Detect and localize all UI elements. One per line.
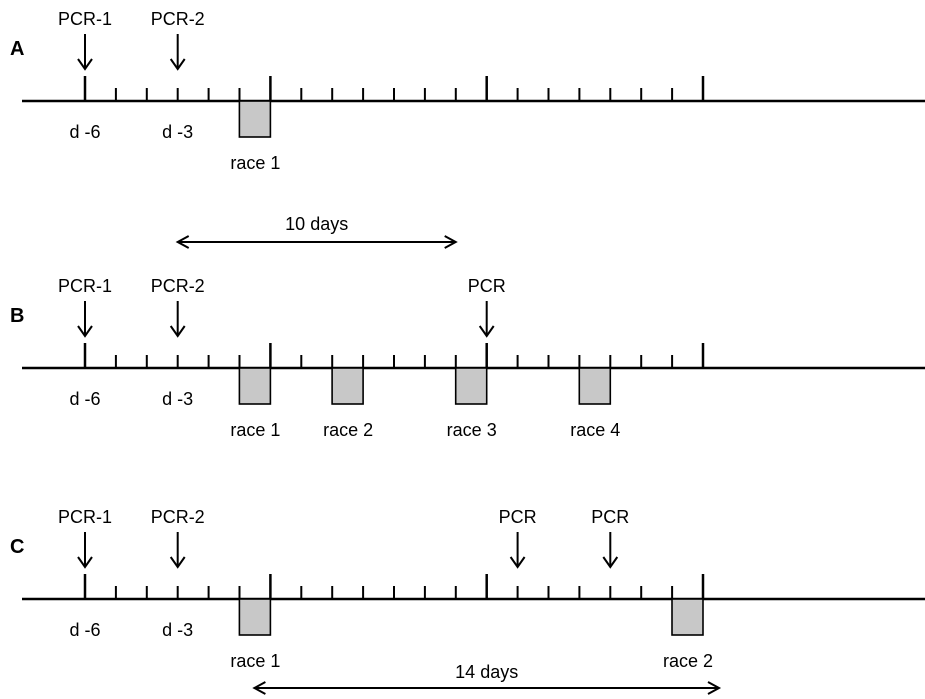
panel-a-day-label-1: d -6 [69, 122, 100, 142]
panel-b-marker-label-3: PCR [468, 276, 506, 296]
panel-c-span-arrow-right-head [707, 681, 722, 695]
panel-b-race-label-3: race 3 [447, 420, 497, 440]
panel-b-span-label: 10 days [285, 214, 348, 234]
panel-c-label: C [10, 536, 24, 558]
panel-c-marker-arrow-3-head [509, 556, 526, 569]
panel-c-marker-label-2: PCR-2 [151, 507, 205, 527]
panel-c-span-label: 14 days [455, 662, 518, 682]
panel-b-race-label-2: race 2 [323, 420, 373, 440]
panel-c-marker-arrow-1-head [77, 556, 93, 569]
panel-a-day-label-2: d -3 [162, 122, 193, 142]
panel-c-race-label-2: race 2 [663, 651, 713, 671]
panel-b-race-label-1: race 1 [230, 420, 280, 440]
panel-b-marker-arrow-2-head [169, 325, 186, 338]
panel-c-race-box-1 [238, 598, 272, 636]
panel-a-marker-arrow-1-head [77, 58, 93, 71]
panel-b-race-box-3 [454, 367, 488, 405]
panel-b-race-label-4: race 4 [570, 420, 620, 440]
panel-c-marker-arrow-4-head [602, 556, 619, 569]
panel-a-marker-arrow-2-head [169, 58, 186, 71]
panel-b-marker-arrow-1-head [77, 325, 93, 338]
panel-b-race-box-1 [238, 367, 272, 405]
panel-c-span-arrow-left-head [252, 681, 266, 695]
panel-a-marker-label-2: PCR-2 [151, 9, 205, 29]
panel-b-race-box-2 [331, 367, 364, 405]
panel-b-race-box-4 [578, 367, 612, 405]
panel-b-day-label-2: d -3 [162, 389, 193, 409]
panel-c-marker-arrow-2-head [169, 556, 186, 569]
panel-c-day-label-2: d -3 [162, 620, 193, 640]
panel-c-marker-label-1: PCR-1 [58, 507, 112, 527]
panel-b-marker-label-1: PCR-1 [58, 276, 112, 296]
panel-a-race-label-1: race 1 [230, 153, 280, 173]
panel-b-span-arrow-left-head [175, 235, 190, 249]
panel-b-label: B [10, 305, 24, 327]
panel-c-marker-label-4: PCR [591, 507, 629, 527]
panel-c-race-box-2 [671, 598, 704, 636]
panel-c-marker-label-3: PCR [499, 507, 537, 527]
panel-b-span-arrow-right-head [444, 235, 458, 249]
panel-b-marker-arrow-3-head [478, 325, 495, 338]
panel-b-day-label-1: d -6 [69, 389, 100, 409]
panel-a-marker-label-1: PCR-1 [58, 9, 112, 29]
panel-c-day-label-1: d -6 [69, 620, 100, 640]
panel-a-label: A [10, 38, 24, 60]
panel-a-race-box-1 [238, 100, 272, 138]
panel-c-race-label-1: race 1 [230, 651, 280, 671]
panel-b-marker-label-2: PCR-2 [151, 276, 205, 296]
